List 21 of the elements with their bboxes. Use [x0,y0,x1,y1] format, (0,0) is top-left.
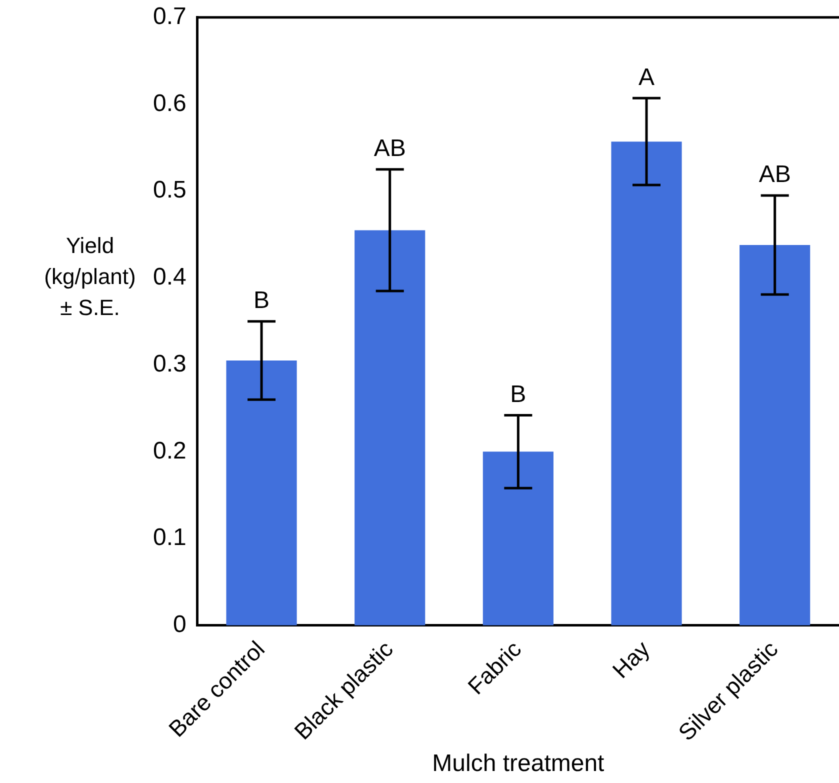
bar [482,452,554,626]
x-axis-title: Mulch treatment [432,750,605,778]
y-tick-label: 0.6 [152,90,186,117]
y-tick-label: 0.7 [152,3,186,30]
bar [354,230,426,626]
annotation: B [254,287,270,314]
annotation: AB [374,135,406,162]
bar [226,360,297,626]
y-tick-label: 0.4 [152,264,186,291]
y-tick-label: 0.1 [152,524,186,552]
annotation: A [638,64,655,91]
annotation: B [510,380,526,408]
x-tick-label: Hay [607,635,655,684]
bar [611,142,682,626]
y-tick-label: 0.2 [152,437,186,464]
y-tick-label: 0.5 [152,176,186,204]
y-tick-label: 0 [173,611,186,638]
annotation: AB [758,161,791,188]
y-tick-label: 0.3 [152,350,186,378]
bar [740,244,810,626]
y-axis-title: Yield (kg/plant) ± S.E. [44,233,136,320]
